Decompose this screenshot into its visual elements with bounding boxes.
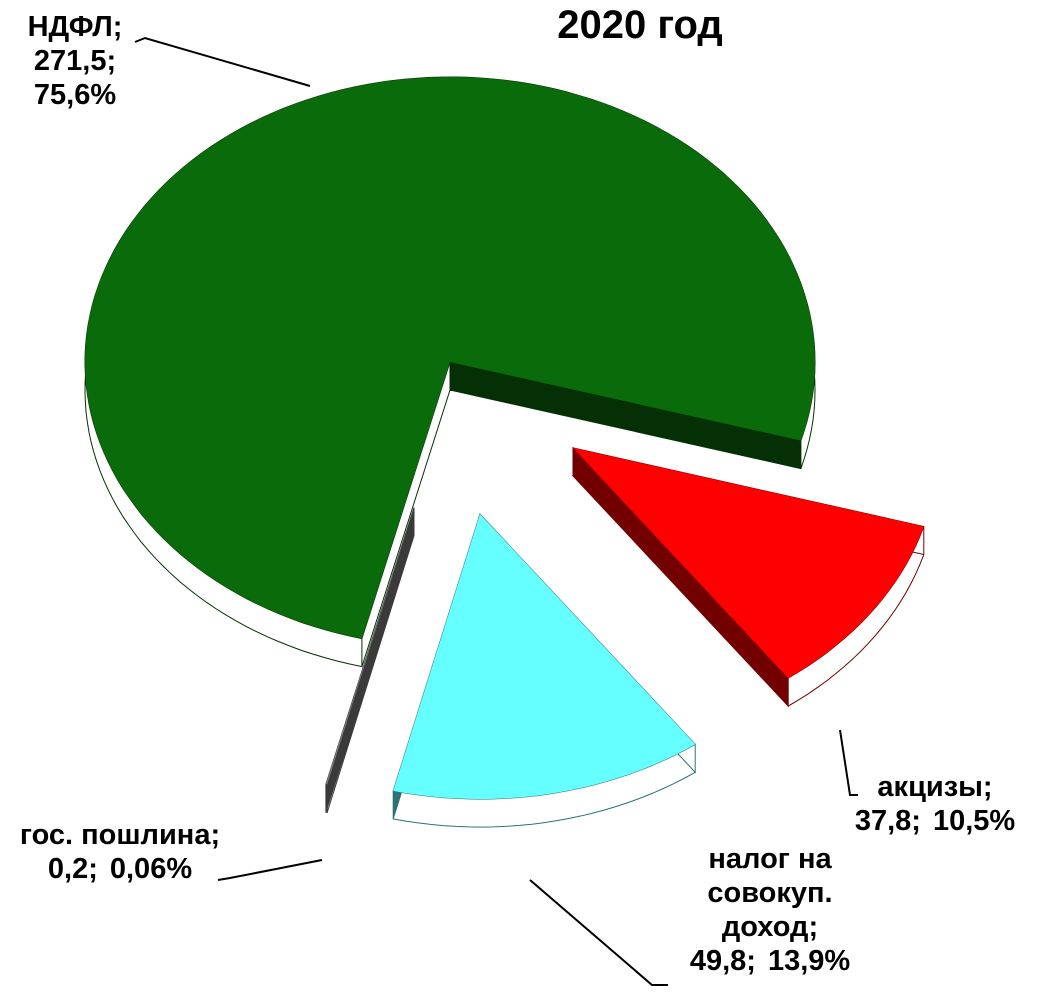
slice-label: НДФЛ; 271,5; 75,6% — [0, 10, 150, 112]
category-label: налог на совокуп. доход; — [707, 843, 833, 943]
category-label: акцизы; — [877, 771, 993, 803]
slice — [573, 447, 924, 679]
value-label: 271,5; — [33, 45, 117, 77]
percent-label: 0,06% — [109, 853, 193, 885]
category-label: НДФЛ; — [27, 11, 123, 43]
percent-label: 10,5% — [932, 805, 1016, 837]
slice-label: гос. пошлина; 0,2; 0,06% — [15, 818, 225, 886]
slice — [393, 514, 696, 800]
slice — [85, 77, 815, 639]
percent-label: 75,6% — [33, 79, 117, 111]
chart-title: 2020 год — [557, 3, 723, 47]
slice — [325, 507, 414, 785]
category-label: гос. пошлина; — [19, 819, 221, 851]
value-label: 0,2; — [47, 853, 98, 885]
slice-label: акцизы; 37,8; 10,5% — [830, 770, 1040, 838]
percent-label: 13,9% — [767, 945, 851, 977]
leader-line — [839, 729, 858, 796]
value-label: 49,8; — [689, 945, 756, 977]
leader-line — [529, 879, 668, 986]
leader-line — [134, 36, 311, 87]
slice-side — [325, 507, 415, 813]
slice-label: налог на совокуп. доход; 49,8; 13,9% — [665, 842, 875, 978]
value-label: 37,8; — [854, 805, 921, 837]
leader-line — [217, 859, 323, 881]
